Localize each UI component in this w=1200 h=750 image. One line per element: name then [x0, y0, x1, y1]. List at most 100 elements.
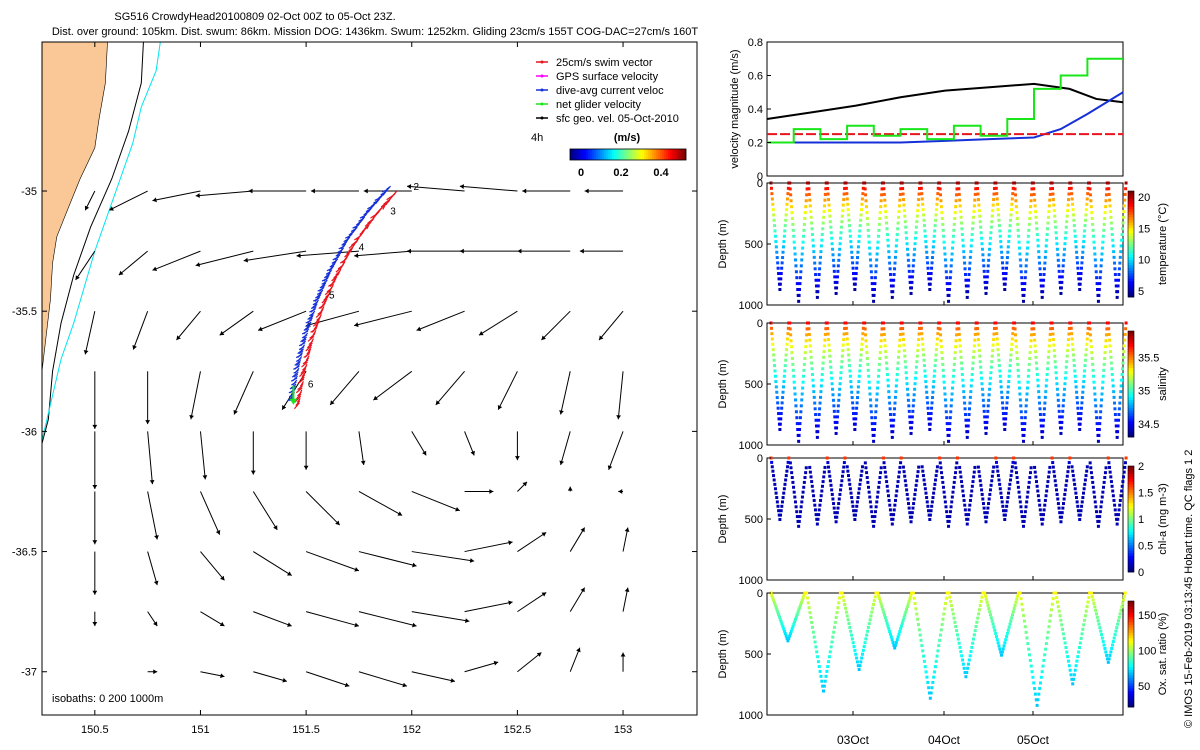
profile-sample — [842, 192, 846, 196]
profile-sample — [1048, 619, 1052, 623]
dac-vector — [342, 241, 348, 246]
profile-sample — [866, 625, 870, 629]
profile-sample — [856, 496, 860, 500]
profile-sample — [1075, 659, 1079, 663]
profile-sample — [855, 266, 859, 270]
profile-sample — [940, 476, 944, 480]
profile-sample — [1009, 213, 1013, 217]
profile-sample — [1087, 596, 1091, 600]
profile-sample — [940, 623, 944, 627]
profile-ytick-label: 1000 — [739, 710, 763, 722]
profile-sample — [962, 666, 966, 670]
profile-sample — [792, 234, 796, 238]
profile-sample — [868, 252, 872, 256]
swim-vector — [296, 398, 301, 403]
profile-sample — [928, 288, 932, 292]
profile-sample — [847, 358, 851, 362]
profile-sample — [1017, 246, 1021, 250]
profile-sample — [915, 474, 919, 478]
profile-sample — [1091, 362, 1095, 366]
profile-sample — [1026, 234, 1030, 238]
profile-sample — [985, 275, 989, 279]
profile-sample — [1088, 333, 1092, 337]
profile-sample — [975, 321, 979, 325]
profile-sample — [1083, 482, 1087, 486]
profile-sample — [1081, 245, 1085, 249]
profile-sample — [927, 691, 931, 695]
profile-sample — [826, 332, 830, 336]
profile-sample — [930, 504, 934, 508]
profile-sample — [853, 428, 857, 432]
profile-sample — [1059, 286, 1063, 290]
profile-sample — [814, 284, 818, 288]
profile-sample — [835, 611, 839, 615]
profile-sample — [1026, 380, 1030, 384]
profile-sample — [925, 256, 929, 260]
profile-sample — [1076, 272, 1080, 276]
profile-sample — [1113, 407, 1117, 411]
profile-sample — [773, 369, 777, 373]
profile-sample — [1078, 288, 1082, 292]
profile-sample — [797, 299, 801, 303]
velocity-arrow — [497, 371, 518, 410]
profile-sample — [1055, 382, 1059, 386]
velocity-arrow — [373, 370, 413, 401]
velocity-arrow — [616, 371, 624, 420]
profile-sample — [1121, 361, 1125, 365]
profile-sample — [1083, 614, 1087, 618]
profile-sample — [827, 655, 831, 659]
profile-sample — [920, 197, 924, 201]
profile-sample — [990, 354, 994, 358]
profile-sample — [787, 456, 791, 460]
profile-sample — [922, 654, 926, 658]
profile-sample — [795, 613, 799, 617]
profile-sample — [833, 620, 837, 624]
velocity-arrow — [569, 527, 586, 552]
profile-sample — [959, 355, 963, 359]
velocity-axes-frame — [766, 41, 1124, 177]
profile-sample — [953, 357, 957, 361]
profile-sample — [950, 252, 954, 256]
profile-sample — [829, 645, 833, 649]
profile-sample — [961, 658, 965, 662]
profile-sample — [1006, 245, 1010, 249]
profile-sample — [925, 496, 929, 500]
profile-sample — [1010, 202, 1014, 206]
profile-sample — [930, 500, 934, 504]
profile-sample — [821, 367, 825, 371]
profile-sample — [1085, 202, 1089, 206]
profile-sample — [1053, 214, 1057, 218]
profile-sample — [970, 372, 974, 376]
profile-sample — [1038, 273, 1042, 277]
profile-sample — [1025, 495, 1029, 499]
profile-sample — [818, 669, 822, 673]
profile-sample — [991, 343, 995, 347]
profile-sample — [843, 602, 847, 606]
profile-sample — [935, 342, 939, 346]
profile-sample — [1023, 282, 1027, 286]
profile-sample — [999, 240, 1003, 244]
profile-sample — [966, 662, 970, 666]
profile-sample — [867, 374, 871, 378]
profile-sample — [1103, 357, 1107, 361]
map-ytick-label: -35.5 — [12, 306, 37, 318]
profile-sample — [1024, 264, 1028, 268]
dac-vector — [294, 359, 302, 366]
profile-sample — [961, 662, 965, 666]
profile-sample — [797, 608, 801, 612]
colorbar-tick-label: 35 — [1138, 386, 1150, 398]
profile-sample — [1120, 378, 1124, 382]
profile-sample — [1042, 278, 1046, 282]
profile-sample — [948, 510, 952, 514]
profile-sample — [889, 418, 893, 422]
profile-sample — [919, 326, 923, 330]
profile-sample — [934, 218, 938, 222]
profile-sample — [978, 214, 982, 218]
profile-sample — [903, 613, 907, 617]
profile-sample — [1113, 508, 1117, 512]
profile-sample — [960, 227, 964, 231]
profile-sample — [1013, 461, 1017, 465]
velocity-arrow — [303, 431, 309, 470]
swim-vector — [382, 203, 387, 210]
